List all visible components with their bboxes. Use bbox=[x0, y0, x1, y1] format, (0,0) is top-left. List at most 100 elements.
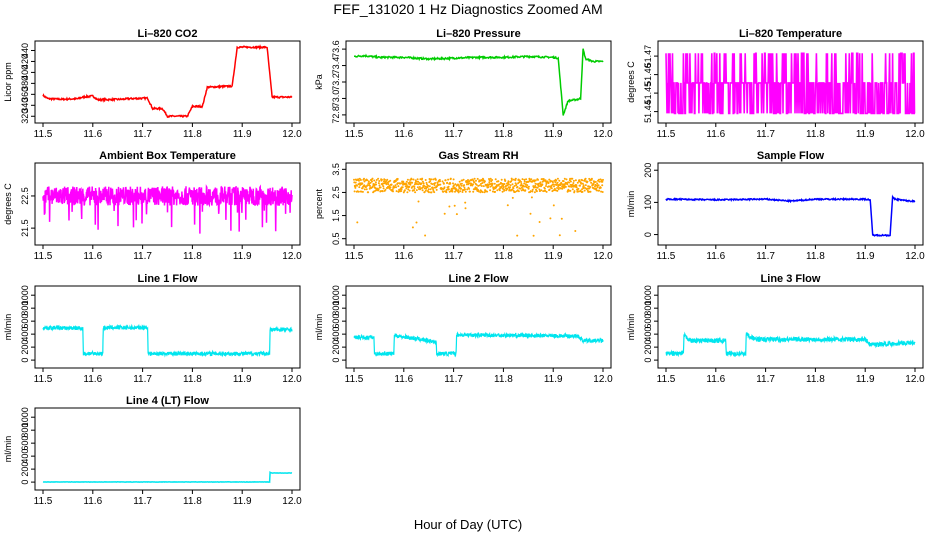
data-point bbox=[421, 177, 424, 180]
data-point bbox=[519, 187, 522, 190]
data-point bbox=[520, 186, 523, 189]
x-tick-label: 11.7 bbox=[133, 129, 152, 140]
y-tick-label: 600 bbox=[20, 436, 30, 451]
data-point bbox=[520, 181, 523, 183]
plot-frame bbox=[345, 285, 612, 369]
data-point bbox=[428, 185, 431, 188]
data-point bbox=[447, 178, 450, 181]
data-point bbox=[556, 187, 559, 189]
x-tick-label: 11.7 bbox=[756, 129, 775, 140]
y-axis-label: ml/min bbox=[626, 314, 636, 341]
y-tick-label: 800 bbox=[20, 423, 30, 438]
data-point bbox=[568, 181, 571, 184]
data-point bbox=[514, 177, 517, 180]
data-point bbox=[375, 179, 378, 181]
data-point bbox=[498, 189, 501, 192]
x-tick-label: 11.5 bbox=[345, 251, 364, 262]
data-point bbox=[531, 188, 534, 191]
series-line bbox=[42, 323, 293, 358]
data-point bbox=[415, 189, 418, 192]
data-point bbox=[595, 189, 598, 192]
chart-panel-6: Sample Flow 11.5 11.6 11.7 11.8 11.9 12.0 0 100 2… bbox=[626, 150, 925, 262]
data-point bbox=[431, 183, 434, 186]
data-point bbox=[394, 184, 397, 187]
data-point bbox=[569, 189, 572, 192]
x-tick-label: 11.9 bbox=[233, 374, 252, 385]
y-tick-label: 51.46 bbox=[643, 63, 653, 86]
x-tick-label: 12.0 bbox=[282, 251, 302, 262]
data-point bbox=[452, 184, 455, 187]
data-point bbox=[455, 188, 458, 191]
data-point bbox=[541, 183, 544, 186]
data-point bbox=[473, 181, 476, 184]
y-tick-label: 22.5 bbox=[20, 187, 30, 205]
y-tick-label: 1000 bbox=[20, 285, 30, 305]
y-tick-label: 3.5 bbox=[331, 163, 341, 176]
data-point bbox=[582, 184, 585, 187]
data-point bbox=[451, 190, 454, 193]
x-tick-label: 11.6 bbox=[394, 374, 413, 385]
data-point bbox=[356, 221, 359, 224]
data-point bbox=[572, 179, 575, 182]
plot-frame bbox=[34, 285, 301, 369]
figure-title: FEF_131020 1 Hz Diagnostics Zoomed AM bbox=[333, 1, 603, 17]
data-point bbox=[378, 184, 381, 187]
series-line bbox=[42, 471, 293, 484]
x-tick-label: 11.7 bbox=[133, 374, 152, 385]
y-tick-label: 21.5 bbox=[20, 219, 30, 237]
x-tick-label: 11.5 bbox=[34, 251, 53, 262]
data-point bbox=[530, 178, 533, 181]
data-point bbox=[478, 184, 481, 187]
data-point bbox=[429, 188, 432, 191]
data-point bbox=[365, 188, 368, 191]
data-point bbox=[556, 177, 559, 180]
series-line bbox=[353, 331, 604, 358]
x-tick-label: 12.0 bbox=[282, 496, 302, 507]
x-tick-label: 11.9 bbox=[233, 129, 252, 140]
data-point bbox=[464, 190, 467, 193]
data-point bbox=[572, 182, 575, 184]
data-point bbox=[472, 190, 475, 193]
y-tick-label: 73.0 bbox=[331, 90, 341, 108]
data-point bbox=[584, 177, 587, 180]
data-point bbox=[463, 184, 466, 187]
data-point bbox=[511, 183, 514, 186]
data-point bbox=[588, 177, 591, 180]
data-point bbox=[488, 179, 491, 182]
data-point bbox=[536, 186, 539, 189]
data-point bbox=[468, 187, 471, 190]
data-point bbox=[366, 179, 369, 182]
data-point bbox=[413, 187, 416, 190]
data-point bbox=[468, 190, 471, 193]
y-tick-label: 440 bbox=[20, 43, 30, 58]
y-tick-label: 200 bbox=[643, 340, 653, 355]
data-point bbox=[599, 186, 602, 189]
data-point bbox=[594, 180, 597, 183]
data-point bbox=[508, 188, 511, 191]
x-tick-label: 11.9 bbox=[856, 129, 875, 140]
data-point bbox=[571, 177, 574, 180]
data-point bbox=[454, 183, 457, 186]
data-point bbox=[549, 217, 552, 220]
data-point bbox=[506, 204, 509, 207]
data-point bbox=[371, 180, 373, 183]
data-point bbox=[584, 184, 587, 187]
data-point bbox=[401, 186, 404, 189]
chart-panel-10: Line 4 (LT) Flow 11.5 11.6 11.7 11.8 11.9 12.0… bbox=[3, 395, 302, 507]
data-point bbox=[432, 178, 435, 181]
x-tick-label: 11.9 bbox=[856, 251, 875, 262]
plot-frame bbox=[345, 40, 612, 124]
data-point bbox=[387, 183, 390, 186]
data-point bbox=[540, 189, 543, 192]
data-point bbox=[412, 178, 415, 181]
y-tick-label: 73.2 bbox=[331, 73, 341, 91]
x-tick-label: 11.9 bbox=[544, 374, 563, 385]
y-tick-label: 73.6 bbox=[331, 40, 341, 58]
data-point bbox=[417, 180, 420, 183]
data-point bbox=[529, 190, 532, 193]
data-point bbox=[507, 183, 510, 186]
y-tick-label: 360 bbox=[20, 87, 30, 102]
data-point bbox=[424, 234, 427, 237]
data-point bbox=[558, 186, 560, 189]
panel-title: Line 3 Flow bbox=[761, 273, 821, 285]
